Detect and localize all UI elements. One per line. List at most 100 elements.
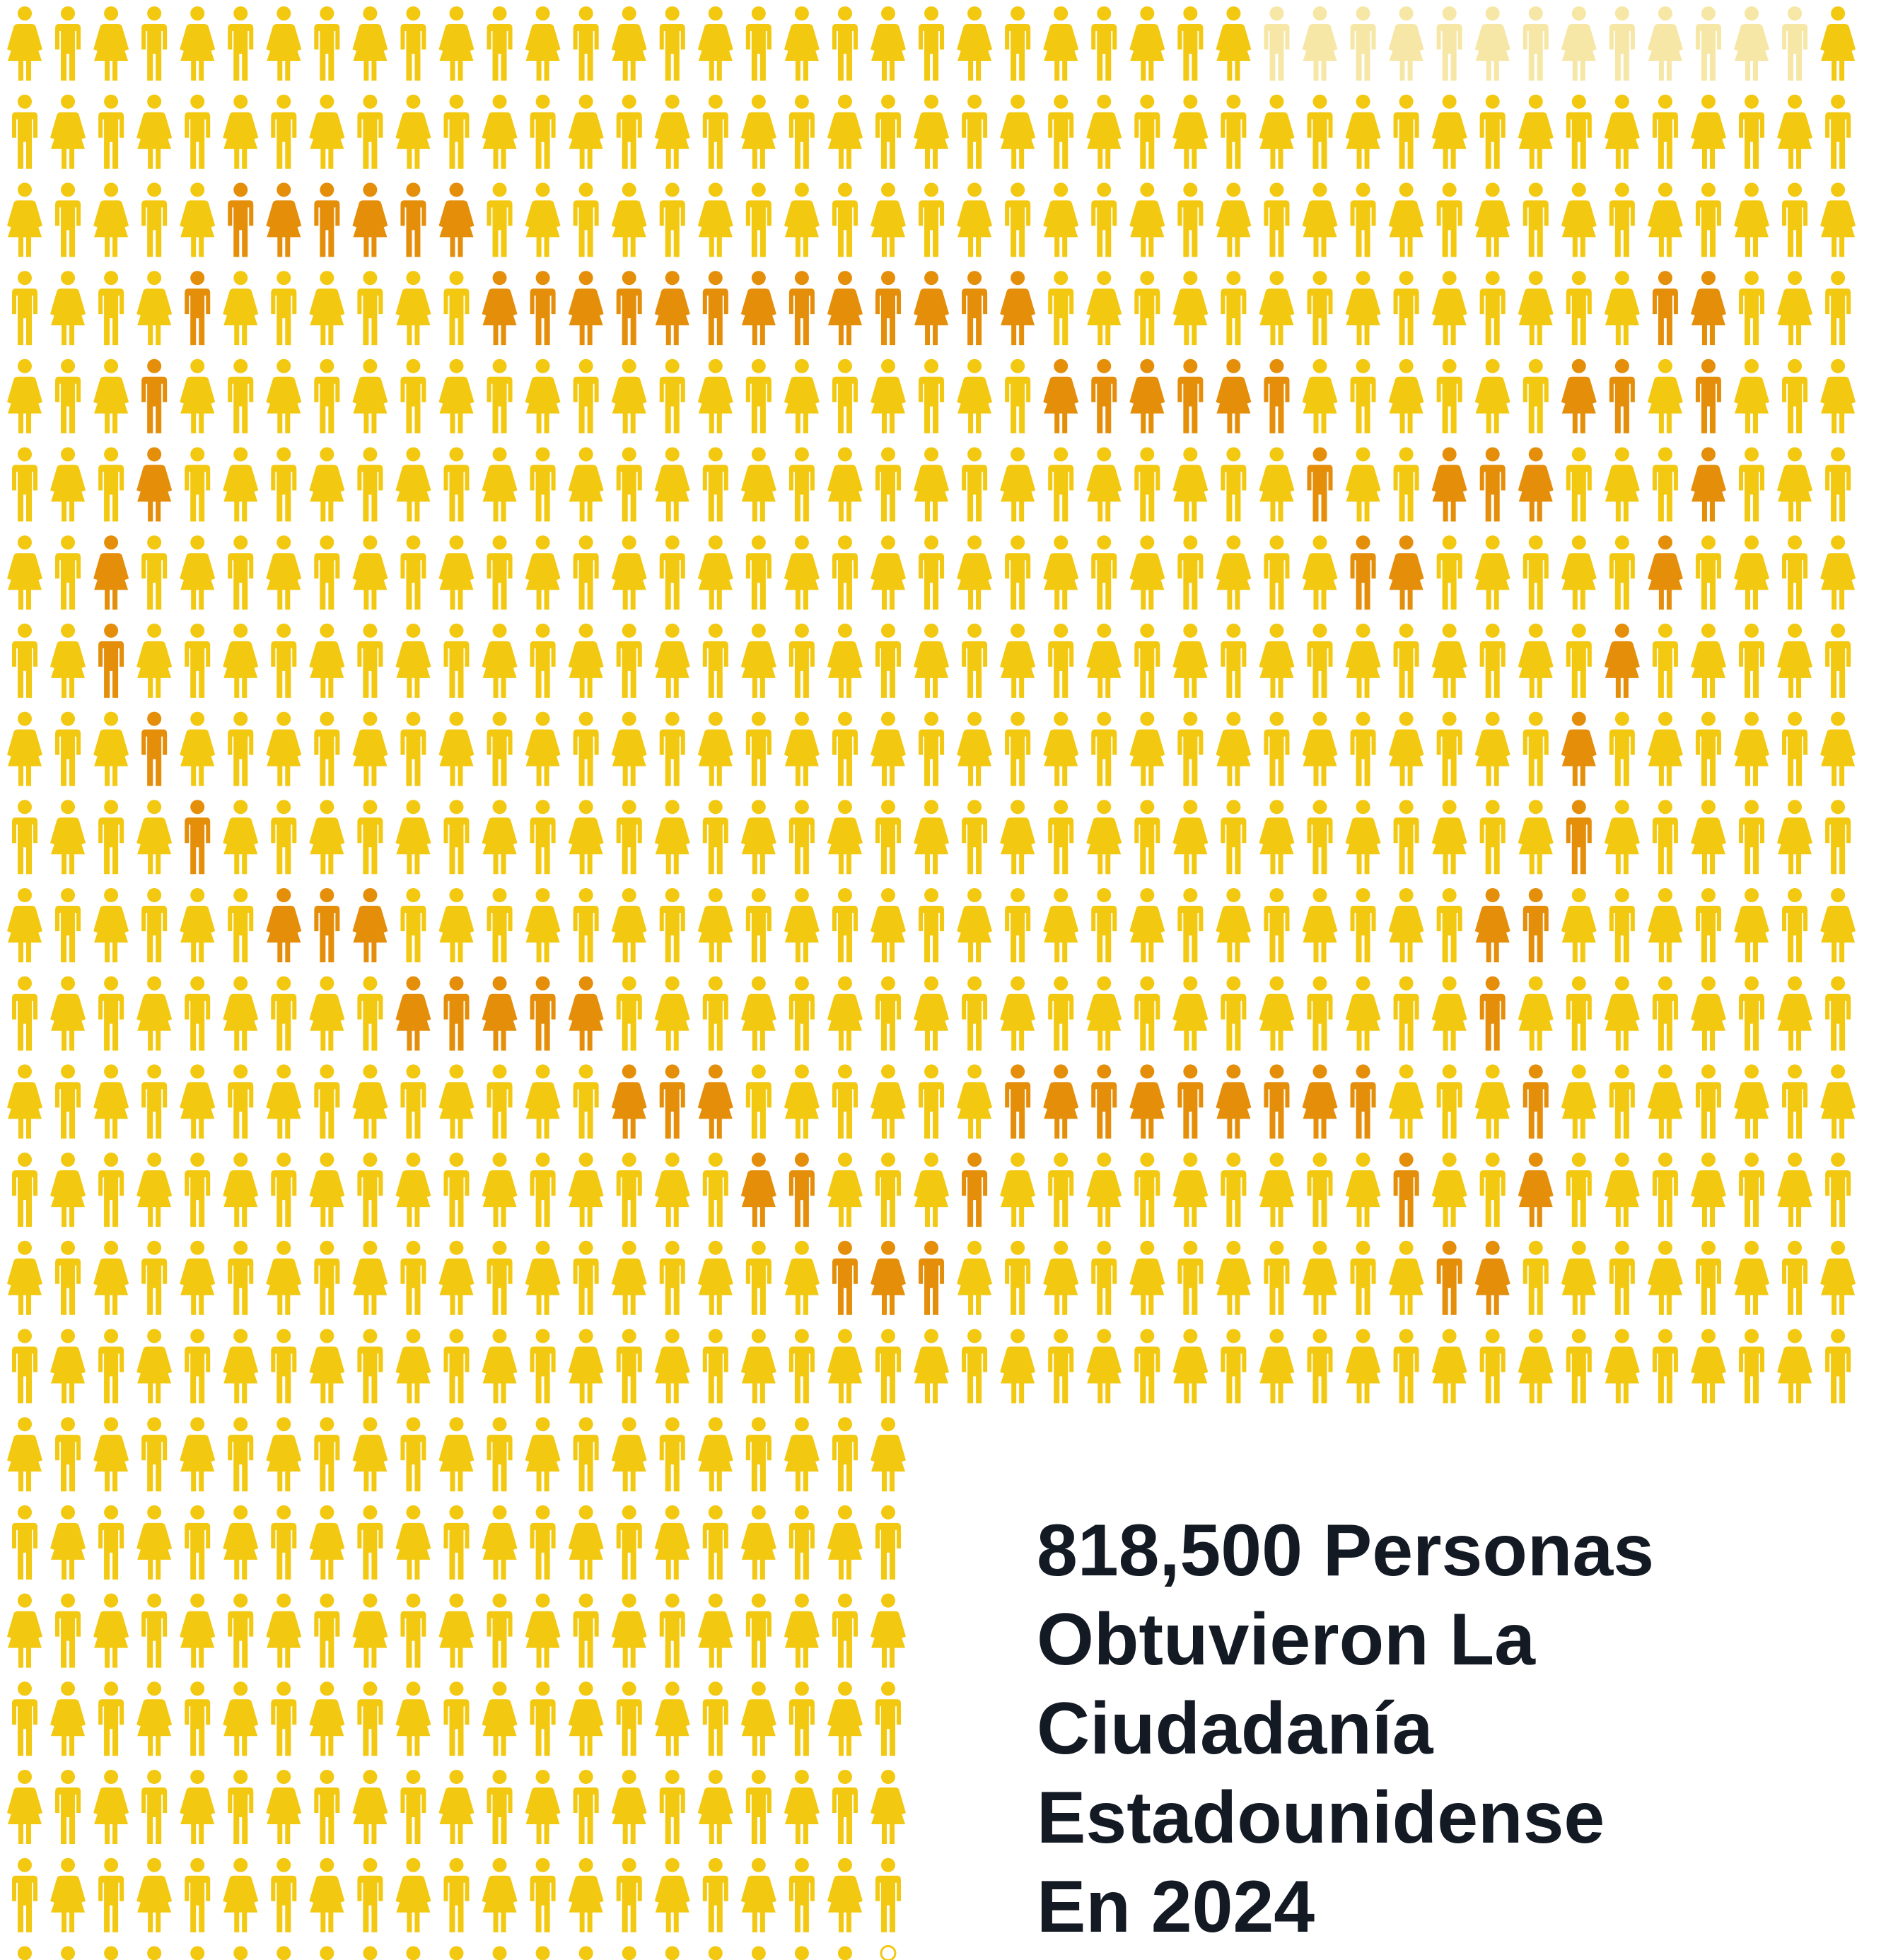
woman-icon — [1172, 1153, 1209, 1227]
woman-icon — [50, 1329, 86, 1404]
woman-icon — [309, 1681, 345, 1756]
man-icon — [271, 447, 297, 522]
woman-icon — [1043, 1240, 1079, 1315]
man-icon — [616, 1681, 642, 1756]
man-icon — [1091, 182, 1117, 257]
woman-icon — [1302, 1240, 1338, 1315]
woman-icon — [611, 711, 647, 786]
man-icon — [875, 1153, 901, 1227]
man-icon — [530, 1857, 556, 1932]
man-icon — [530, 976, 556, 1051]
woman-icon — [352, 535, 388, 610]
man-icon — [1523, 6, 1549, 81]
man-icon — [228, 711, 254, 786]
man-icon — [745, 6, 772, 81]
man-icon — [1695, 711, 1721, 786]
man-icon — [12, 94, 37, 169]
woman-icon — [1820, 888, 1856, 962]
man-icon — [228, 888, 254, 962]
woman-icon — [1518, 623, 1554, 698]
man-icon — [271, 1329, 297, 1404]
woman-icon — [1777, 94, 1813, 169]
woman-icon — [1474, 6, 1510, 81]
man-icon — [400, 535, 426, 610]
man-icon — [141, 711, 168, 786]
man-icon — [530, 271, 556, 346]
man-icon — [1739, 800, 1764, 875]
woman-icon — [871, 711, 906, 786]
man-icon — [443, 271, 470, 346]
man-icon — [616, 1153, 642, 1227]
woman-icon — [827, 976, 863, 1051]
woman-icon — [1302, 182, 1338, 257]
man-icon — [55, 6, 81, 81]
woman-icon — [1647, 535, 1683, 610]
man-icon — [702, 447, 728, 522]
headline: 818,500 Personas Obtuvieron La Ciudadaní… — [1037, 1506, 1885, 1952]
woman-icon — [1647, 888, 1683, 962]
man-icon — [271, 271, 297, 346]
woman-icon — [352, 1240, 388, 1315]
man-icon — [1048, 271, 1074, 346]
man-icon — [1782, 1064, 1808, 1139]
man-icon — [55, 711, 81, 786]
man-icon — [314, 1417, 340, 1492]
man-icon — [1566, 94, 1592, 169]
man-icon — [400, 358, 426, 433]
man-icon — [12, 1857, 37, 1932]
woman-icon — [438, 358, 474, 433]
woman-icon — [1690, 1153, 1726, 1227]
woman-icon — [1431, 94, 1467, 169]
woman-icon — [654, 1857, 690, 1932]
man-icon — [1177, 1064, 1204, 1139]
man-icon — [314, 6, 340, 81]
woman-icon — [697, 535, 733, 610]
man-icon — [1782, 1240, 1808, 1315]
woman-icon — [1734, 6, 1769, 81]
man-icon — [271, 1857, 297, 1932]
headline-line-3: Ciudadanía — [1037, 1688, 1433, 1770]
woman-icon — [93, 1064, 129, 1139]
man-icon — [1609, 711, 1635, 786]
man-icon — [745, 711, 772, 786]
man-icon — [228, 182, 254, 257]
man-icon — [530, 447, 556, 522]
man-icon — [1005, 1240, 1031, 1315]
woman-icon — [1431, 271, 1467, 346]
man-icon — [962, 271, 988, 346]
man-icon — [875, 800, 901, 875]
woman-icon — [1043, 535, 1079, 610]
woman-icon — [136, 1505, 173, 1580]
woman-icon — [482, 1505, 518, 1580]
man-icon — [788, 1153, 815, 1227]
woman-icon — [654, 271, 690, 346]
man-icon — [1048, 623, 1074, 698]
man-icon — [1523, 1240, 1549, 1315]
man-icon — [1739, 447, 1764, 522]
man-icon — [1350, 182, 1376, 257]
woman-icon — [1259, 271, 1295, 346]
woman-icon — [1777, 1329, 1813, 1404]
woman-icon — [266, 1417, 302, 1492]
man-icon — [400, 711, 426, 786]
woman-icon — [1734, 888, 1769, 962]
woman-icon — [7, 888, 42, 962]
man-icon — [832, 535, 858, 610]
man-icon — [1177, 358, 1204, 433]
woman-icon — [1561, 888, 1597, 962]
woman-icon — [482, 1153, 518, 1227]
man-icon — [1134, 94, 1160, 169]
man-icon — [832, 6, 858, 81]
woman-icon — [93, 535, 129, 610]
man-icon — [875, 1329, 901, 1404]
woman-icon — [1561, 6, 1597, 81]
man-icon — [1221, 800, 1247, 875]
woman-icon — [914, 447, 950, 522]
man-icon — [659, 888, 685, 962]
man-icon — [487, 1417, 513, 1492]
woman-icon — [1129, 358, 1165, 433]
man-icon — [702, 1505, 728, 1580]
woman-icon — [136, 976, 173, 1051]
woman-icon — [1043, 358, 1079, 433]
woman-icon — [395, 447, 431, 522]
